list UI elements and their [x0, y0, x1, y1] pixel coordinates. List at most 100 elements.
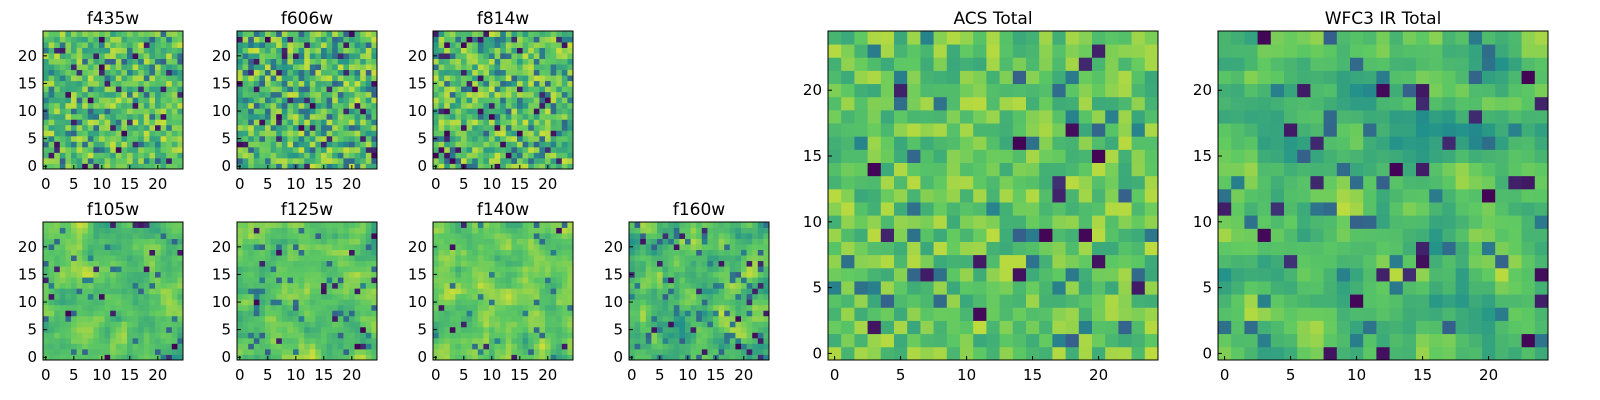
heatmap-cell: [489, 293, 495, 300]
heatmap-cell: [298, 124, 305, 131]
heatmap-cell: [757, 310, 764, 317]
heatmap-cell: [1078, 175, 1093, 190]
heatmap-cell: [315, 277, 322, 284]
heatmap-cell: [556, 227, 563, 234]
heatmap-cell: [533, 130, 540, 137]
heatmap-cell: [735, 304, 742, 311]
heatmap-cell: [110, 47, 117, 54]
heatmap-cell: [690, 277, 697, 284]
heatmap-cell: [287, 354, 294, 361]
heatmap-cell: [321, 315, 327, 322]
heatmap-cell: [449, 288, 456, 295]
heatmap-cell: [907, 294, 921, 308]
heatmap-cell: [854, 228, 868, 242]
heatmap-cell: [315, 238, 322, 245]
heatmap-cell: [466, 304, 473, 311]
heatmap-cell: [166, 135, 173, 142]
heatmap-cell: [539, 113, 546, 120]
heatmap-cell: [696, 326, 703, 333]
heatmap-cell: [517, 75, 523, 82]
heatmap-cell: [138, 113, 145, 120]
heatmap-cell: [293, 227, 299, 234]
heatmap-cell: [567, 119, 574, 126]
heatmap-cell: [265, 53, 271, 59]
heatmap-cell: [466, 271, 473, 278]
y-tick-label: 20: [604, 238, 623, 256]
heatmap-cell: [466, 321, 473, 328]
heatmap-cell: [701, 343, 708, 350]
heatmap-cell: [841, 307, 855, 321]
heatmap-cell: [433, 130, 439, 137]
heatmap-cell: [160, 141, 167, 148]
heatmap-cell: [48, 146, 55, 153]
heatmap-cell: [1026, 175, 1040, 190]
heatmap-cell: [461, 146, 467, 153]
heatmap-cell: [265, 271, 271, 278]
heatmap-cell: [149, 86, 156, 93]
heatmap-cell: [71, 75, 77, 82]
heatmap-cell: [177, 332, 184, 339]
heatmap-cell: [71, 326, 77, 333]
heatmap-cell: [371, 42, 378, 48]
heatmap-cell: [679, 244, 686, 250]
heatmap-cell: [483, 304, 490, 311]
heatmap-cell: [298, 332, 305, 339]
heatmap-cell: [466, 233, 473, 239]
heatmap-cell: [332, 348, 339, 355]
heatmap-cell: [746, 332, 753, 339]
heatmap-cell: [477, 310, 484, 317]
heatmap-cell: [321, 146, 327, 153]
heatmap-cell: [1012, 162, 1027, 177]
heatmap-cell: [298, 288, 305, 295]
heatmap-cell: [668, 343, 675, 350]
heatmap-cell: [550, 332, 557, 339]
heatmap-cell: [138, 130, 145, 137]
heatmap-cell: [505, 238, 512, 245]
heatmap-cell: [155, 42, 161, 48]
heatmap-cell: [645, 332, 652, 339]
heatmap-cell: [539, 282, 546, 289]
heatmap-cell: [880, 346, 895, 361]
heatmap-cell: [54, 332, 61, 339]
heatmap-cell: [43, 124, 49, 131]
heatmap-cell: [735, 260, 742, 267]
heatmap-cell: [1052, 149, 1066, 163]
heatmap-cell: [371, 58, 378, 65]
heatmap-cell: [82, 152, 89, 159]
heatmap-cell: [115, 304, 122, 311]
heatmap-cell: [242, 282, 249, 289]
heatmap-cell: [315, 343, 322, 350]
heatmap-cell: [1118, 294, 1132, 308]
heatmap-cell: [946, 241, 961, 256]
heatmap-cell: [724, 321, 731, 328]
heatmap-cell: [132, 102, 139, 109]
heatmap-cell: [522, 53, 529, 59]
heatmap-cell: [511, 321, 518, 328]
heatmap-cell: [270, 260, 277, 267]
heatmap-cell: [304, 271, 311, 278]
heatmap-cell: [444, 124, 451, 131]
heatmap-cell: [54, 227, 61, 234]
heatmap-cell: [528, 233, 535, 239]
heatmap-cell: [999, 333, 1014, 348]
heatmap-cell: [567, 343, 574, 350]
heatmap-cell: [71, 97, 77, 104]
heatmap-cell: [696, 255, 703, 262]
heatmap-cell: [545, 293, 551, 300]
heatmap-cell: [259, 315, 266, 322]
heatmap-cell: [999, 294, 1014, 308]
heatmap-cell: [483, 124, 490, 131]
heatmap-cell: [449, 354, 456, 361]
heatmap-cell: [528, 36, 535, 43]
heatmap-cell: [472, 47, 479, 54]
heatmap-cell: [171, 36, 178, 43]
heatmap-cell: [321, 321, 327, 328]
heatmap-cell: [166, 163, 173, 170]
heatmap-cell: [309, 91, 316, 98]
heatmap-cell: [321, 326, 327, 333]
heatmap-cell: [155, 113, 161, 120]
heatmap-cell: [539, 326, 546, 333]
heatmap-cell: [349, 80, 355, 87]
heatmap-cell: [550, 141, 557, 148]
heatmap-cell: [65, 47, 72, 54]
